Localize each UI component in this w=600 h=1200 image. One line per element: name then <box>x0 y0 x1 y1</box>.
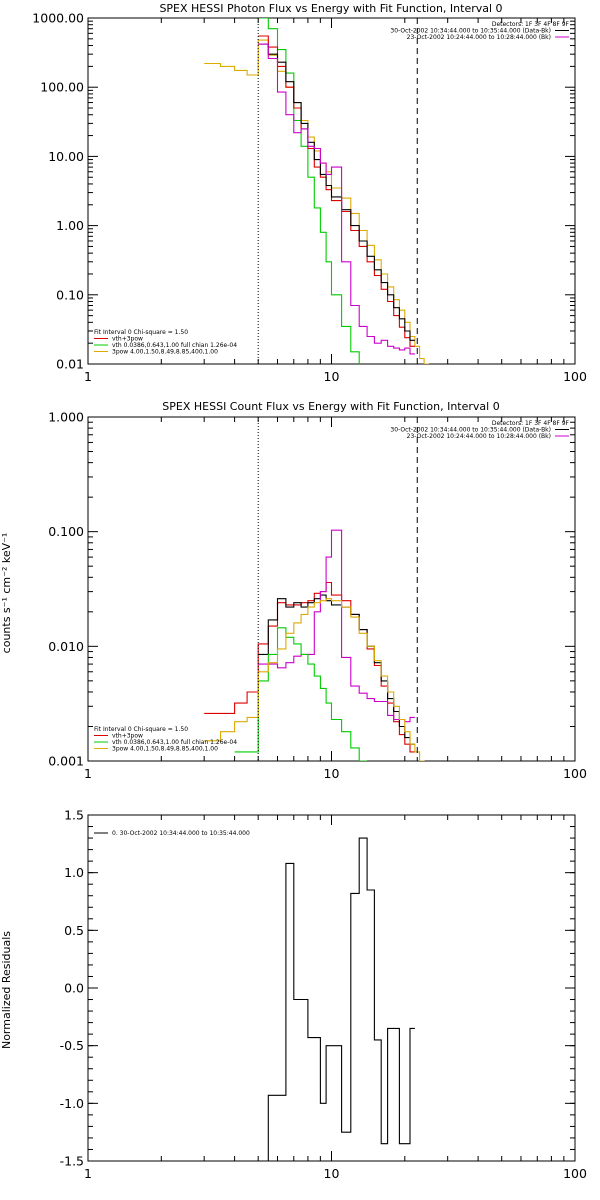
legend-entry: 30-Oct-2002 10:34:44.000 to 10:35:44.000… <box>390 427 551 434</box>
y-tick-label: 1000.00 <box>32 11 84 26</box>
y-tick-label: -0.5 <box>60 1038 84 1053</box>
chart-title: SPEX HESSI Count Flux vs Energy with Fit… <box>162 400 499 413</box>
y-tick-label: 0.010 <box>48 639 84 654</box>
series-line-0 <box>267 837 415 1161</box>
y-tick-label: 1.0 <box>64 865 84 880</box>
y-tick-label: 0.5 <box>64 923 84 938</box>
x-tick-label: 100 <box>563 766 587 781</box>
x-tick-label: 10 <box>324 369 340 384</box>
y-tick-label: 100.00 <box>40 80 84 95</box>
legend-entry: 3pow 4.00,1.50,8.49,8.85,400,1.00 <box>112 746 218 753</box>
x-tick-label: 100 <box>563 1166 587 1181</box>
y-tick-label: 0.001 <box>48 754 84 769</box>
photon-flux-chart: SPEX HESSI Photon Flux vs Energy with Fi… <box>32 2 587 384</box>
x-tick-label: 10 <box>324 766 340 781</box>
series-line-0 <box>204 581 415 753</box>
chart-title: SPEX HESSI Photon Flux vs Energy with Fi… <box>159 2 502 15</box>
legend-entry: vth 0.0386,0.643,1.00 full chian 1.26e-0… <box>112 342 237 349</box>
y-tick-label: 0.10 <box>56 287 84 302</box>
residuals-chart: Normalized Residuals 1 10 100 1.5 1.0 0.5 0.0 -… <box>0 808 587 1182</box>
x-tick-label: 10 <box>324 1166 340 1181</box>
legend-entry: 23-Oct-2002 10:24:44.000 to 10:28:44.000… <box>407 433 551 440</box>
legend-entry: vth 0.0386,0.643,1.00 full chian 1.26e-0… <box>112 739 237 746</box>
y-tick-label: 0.100 <box>48 524 84 539</box>
legend-entry: Detectors: 1F 3F 4F 8F 9F <box>492 420 570 427</box>
x-tick-label: 100 <box>563 369 587 384</box>
series-line-4 <box>258 43 415 355</box>
series-line-3 <box>234 627 368 761</box>
legend-entry: 23-Oct-2002 10:24:44.000 to 10:28:44.000… <box>407 34 551 41</box>
count-flux-chart: SPEX HESSI Count Flux vs Energy with Fit… <box>0 400 587 781</box>
legend-entry: 0. 30-Oct-2002 10:34:44.000 to 10:35:44.… <box>112 830 250 837</box>
legend-entry: 30-Oct-2002 10:34:44.000 to 10:35:44.000… <box>390 28 551 35</box>
series-line-1 <box>258 594 415 745</box>
series-line-2 <box>258 529 415 723</box>
y-tick-label: -1.5 <box>60 1154 84 1169</box>
y-tick-label: -1.0 <box>60 1096 84 1111</box>
series-line-2 <box>258 35 415 347</box>
y-tick-label: 1.00 <box>56 218 84 233</box>
legend-entry: Fit Interval 0 Chi-square = 1.50 <box>94 329 188 336</box>
x-tick-label: 1 <box>84 766 92 781</box>
y-tick-label: 1.5 <box>64 808 84 823</box>
series-line-4 <box>204 598 425 761</box>
legend-entry: vth+3pow <box>112 336 143 343</box>
y-axis-label: counts s⁻¹ cm⁻² keV⁻¹ <box>0 533 13 654</box>
legend-entry: vth+3pow <box>112 733 143 740</box>
legend-entry: Fit Interval 0 Chi-square = 1.50 <box>94 726 188 733</box>
plot-frame <box>87 814 576 1162</box>
y-tick-label: 0.01 <box>56 357 84 372</box>
series-line-3 <box>258 43 415 341</box>
series-line-1 <box>204 39 429 364</box>
legend-entry: Detectors: 1F 3F 4F 8F 9F <box>492 21 570 28</box>
y-tick-label: 10.00 <box>48 149 84 164</box>
y-tick-label: 1.000 <box>48 410 84 425</box>
y-axis-label: Normalized Residuals <box>0 931 13 1049</box>
legend-entry: 3pow 4.00,1.50,8.49,8.85,400,1.00 <box>112 349 218 356</box>
series-line-0 <box>258 18 360 364</box>
x-tick-label: 1 <box>84 1166 92 1181</box>
y-tick-label: 0.0 <box>64 981 84 996</box>
x-tick-label: 1 <box>84 369 92 384</box>
